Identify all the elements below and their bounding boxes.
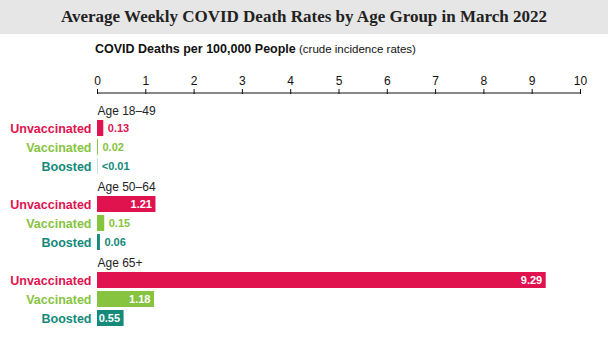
- svg-text:Boosted: Boosted: [42, 236, 92, 250]
- svg-text:9: 9: [529, 74, 536, 88]
- svg-text:1: 1: [142, 74, 149, 88]
- svg-text:0.15: 0.15: [109, 217, 130, 229]
- svg-text:10: 10: [574, 74, 588, 88]
- svg-text:5: 5: [336, 74, 343, 88]
- svg-text:0.06: 0.06: [104, 236, 125, 248]
- svg-text:Unvaccinated: Unvaccinated: [10, 274, 91, 288]
- svg-text:1.21: 1.21: [131, 198, 152, 210]
- svg-text:0: 0: [94, 74, 101, 88]
- svg-text:<0.01: <0.01: [102, 160, 130, 172]
- svg-text:Unvaccinated: Unvaccinated: [10, 198, 91, 212]
- svg-text:7: 7: [432, 74, 439, 88]
- svg-text:4: 4: [287, 74, 294, 88]
- svg-text:9.29: 9.29: [521, 274, 542, 286]
- svg-text:1.18: 1.18: [129, 293, 150, 305]
- html-text:COVID Deaths per 100,000 Peopl: COVID Deaths per 100,000 People (crude i…: [95, 42, 416, 56]
- svg-text:0.55: 0.55: [99, 312, 120, 324]
- svg-text:2: 2: [191, 74, 198, 88]
- svg-text:Vaccinated: Vaccinated: [26, 141, 91, 155]
- svg-text:Vaccinated: Vaccinated: [26, 217, 91, 231]
- svg-text:Unvaccinated: Unvaccinated: [10, 122, 91, 136]
- svg-text:Age 50–64: Age 50–64: [98, 180, 156, 194]
- svg-text:6: 6: [384, 74, 391, 88]
- svg-text:0.02: 0.02: [102, 141, 123, 153]
- svg-text:Age 65+: Age 65+: [98, 256, 143, 270]
- svg-text:Age 18–49: Age 18–49: [98, 104, 156, 118]
- svg-text:3: 3: [239, 74, 246, 88]
- svg-text:Boosted: Boosted: [42, 160, 92, 174]
- svg-text:Vaccinated: Vaccinated: [26, 293, 91, 307]
- svg-text:0.13: 0.13: [108, 122, 129, 134]
- svg-text:Boosted: Boosted: [42, 312, 92, 326]
- svg-text:8: 8: [481, 74, 488, 88]
- html-text:Average Weekly COVID Death Rat: Average Weekly COVID Death Rates by Age …: [61, 7, 547, 26]
